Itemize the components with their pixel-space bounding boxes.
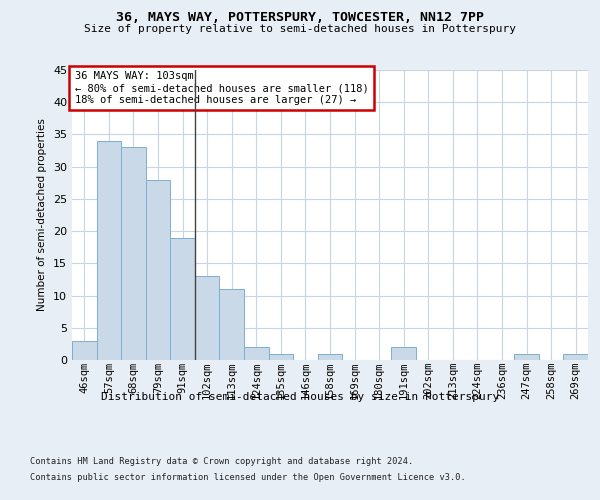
- Bar: [72, 340, 97, 360]
- Text: Size of property relative to semi-detached houses in Potterspury: Size of property relative to semi-detach…: [84, 24, 516, 34]
- Text: 36 MAYS WAY: 103sqm
← 80% of semi-detached houses are smaller (118)
18% of semi-: 36 MAYS WAY: 103sqm ← 80% of semi-detach…: [74, 72, 368, 104]
- Y-axis label: Number of semi-detached properties: Number of semi-detached properties: [37, 118, 47, 312]
- Bar: [563, 354, 588, 360]
- Bar: [318, 354, 342, 360]
- Bar: [514, 354, 539, 360]
- Bar: [121, 148, 146, 360]
- Bar: [97, 141, 121, 360]
- Text: Distribution of semi-detached houses by size in Potterspury: Distribution of semi-detached houses by …: [101, 392, 499, 402]
- Text: Contains HM Land Registry data © Crown copyright and database right 2024.: Contains HM Land Registry data © Crown c…: [30, 458, 413, 466]
- Bar: [220, 289, 244, 360]
- Text: Contains public sector information licensed under the Open Government Licence v3: Contains public sector information licen…: [30, 472, 466, 482]
- Bar: [195, 276, 220, 360]
- Bar: [170, 238, 195, 360]
- Bar: [244, 347, 269, 360]
- Text: 36, MAYS WAY, POTTERSPURY, TOWCESTER, NN12 7PP: 36, MAYS WAY, POTTERSPURY, TOWCESTER, NN…: [116, 11, 484, 24]
- Bar: [391, 347, 416, 360]
- Bar: [269, 354, 293, 360]
- Bar: [146, 180, 170, 360]
